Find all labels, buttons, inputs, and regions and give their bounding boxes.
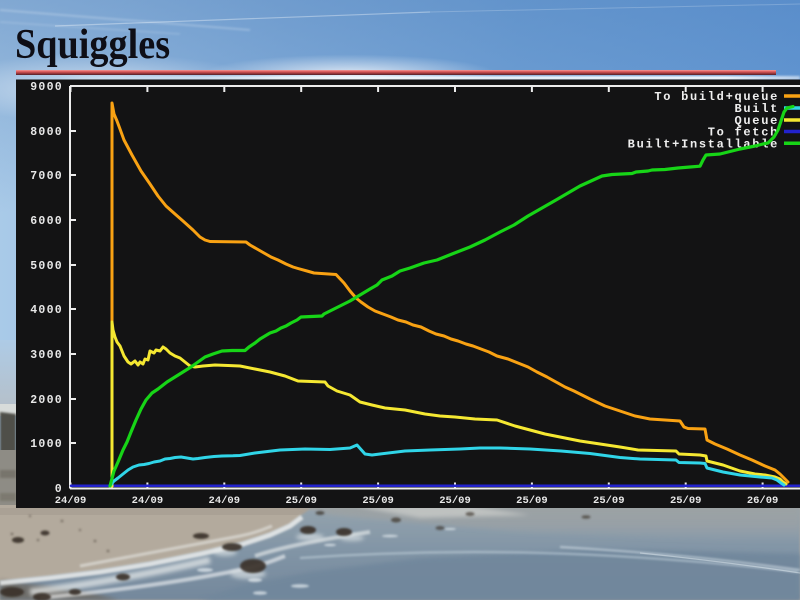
- svg-text:Queue: Queue: [734, 114, 779, 128]
- svg-text:To fetch: To fetch: [708, 126, 779, 140]
- svg-text:24/09: 24/09: [55, 495, 87, 507]
- svg-text:6000: 6000: [30, 215, 63, 228]
- svg-text:26/09: 26/09: [747, 495, 779, 507]
- svg-text:24/09: 24/09: [132, 495, 164, 507]
- svg-text:3000: 3000: [30, 349, 63, 362]
- svg-text:5000: 5000: [30, 260, 63, 273]
- svg-text:1000: 1000: [30, 438, 63, 451]
- svg-text:25/09: 25/09: [439, 495, 471, 507]
- svg-text:25/09: 25/09: [362, 495, 394, 507]
- svg-text:25/09: 25/09: [593, 495, 625, 507]
- svg-text:To build+queue: To build+queue: [654, 90, 779, 104]
- svg-text:4000: 4000: [30, 304, 63, 317]
- svg-text:0: 0: [55, 483, 63, 496]
- svg-text:25/09: 25/09: [516, 495, 548, 507]
- svg-text:Built: Built: [734, 102, 779, 116]
- svg-text:25/09: 25/09: [670, 495, 702, 507]
- svg-text:25/09: 25/09: [285, 495, 317, 507]
- svg-text:7000: 7000: [30, 170, 63, 183]
- svg-text:2000: 2000: [30, 394, 63, 407]
- svg-text:9000: 9000: [30, 81, 63, 94]
- svg-text:24/09: 24/09: [209, 495, 241, 507]
- svg-text:8000: 8000: [30, 126, 63, 139]
